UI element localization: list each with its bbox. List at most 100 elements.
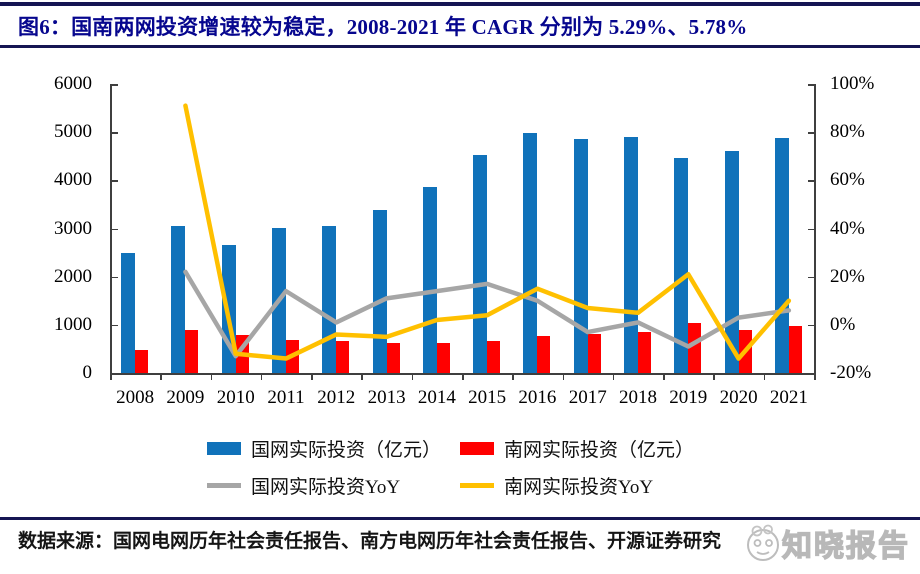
x-axis-label: 2018: [619, 387, 657, 408]
southern-grid-bar: [286, 340, 299, 373]
y-axis-right-tick: [807, 132, 816, 134]
x-axis-label: 2015: [468, 387, 507, 408]
legend-label-southern-grid: 南网实际投资（亿元）: [504, 439, 695, 461]
x-axis-tick: [411, 373, 414, 380]
southern-grid-bar: [738, 330, 752, 373]
watermark-text: 知晓报告: [781, 529, 910, 563]
x-axis-tick: [713, 373, 715, 380]
southern-grid-bar: [436, 342, 450, 373]
y-axis-right-tick: [807, 84, 816, 86]
legend-swatch-southern-grid-yoy: [460, 482, 494, 488]
x-axis-label: 2009: [166, 387, 205, 408]
southern-grid-bar: [537, 336, 551, 373]
y-axis-left-tick: [110, 276, 118, 279]
y-axis-right-label: 0%: [830, 313, 856, 335]
y-axis-right-label: 100%: [830, 73, 875, 94]
y-axis-right-label: 40%: [830, 217, 865, 239]
x-axis-label: 2019: [669, 387, 708, 408]
y-axis-right-label: -20%: [830, 362, 872, 383]
legend-swatch-state-grid-yoy: [207, 482, 241, 488]
x-axis-tick: [663, 373, 665, 380]
x-axis-label: 2021: [769, 387, 808, 408]
x-axis-tick: [210, 373, 213, 380]
x-axis-tick: [311, 373, 313, 380]
state-grid-bar: [774, 138, 789, 373]
y-axis-left-tick: [110, 324, 118, 327]
x-axis-tick: [814, 373, 816, 380]
y-axis-right-label: 80%: [830, 121, 865, 143]
footer-divider: [0, 517, 920, 520]
x-axis-tick: [562, 373, 565, 380]
watermark: 知晓报告: [744, 521, 910, 565]
y-axis-left-tick: [110, 84, 118, 86]
legend-label-state-grid-yoy: 国网实际投资YoY: [251, 476, 401, 498]
y-axis-left-label: 2000: [54, 265, 92, 287]
legend-item-southern-grid-yoy: 南网实际投资YoY: [460, 474, 654, 498]
legend-swatch-southern-grid: [460, 441, 494, 455]
state-grid-bar: [573, 139, 588, 373]
southern-grid-bar: [386, 343, 400, 373]
x-axis-label: 2013: [367, 387, 406, 408]
state-grid-bar: [221, 245, 236, 373]
x-axis-tick: [160, 373, 162, 380]
y-axis-right-tick: [807, 324, 816, 327]
southern-grid-bar: [688, 323, 702, 373]
southern-grid-bar: [185, 329, 199, 373]
x-axis-label: 2020: [719, 387, 758, 408]
state-grid-bar: [422, 187, 437, 373]
x-axis-tick: [763, 373, 766, 380]
state-grid-bar: [372, 210, 387, 373]
x-axis-tick: [462, 373, 464, 380]
y-axis-right-label: 20%: [830, 265, 865, 287]
legend-label-southern-grid-yoy: 南网实际投资YoY: [504, 476, 654, 498]
southern-grid-bar: [788, 325, 802, 373]
y-axis-left-tick: [110, 180, 118, 182]
y-axis-right-tick: [807, 373, 816, 375]
x-axis-tick: [612, 373, 615, 380]
southern-grid-bar: [235, 334, 249, 373]
title-divider: [0, 45, 920, 48]
owl-logo-icon: [744, 523, 782, 563]
southern-grid-bar: [487, 341, 501, 373]
legend-label-state-grid: 国网实际投资（亿元）: [251, 439, 442, 461]
x-axis-tick: [260, 373, 263, 380]
x-axis-label: 2012: [317, 387, 356, 408]
x-axis-label: 2016: [518, 387, 557, 408]
legend-swatch-state-grid: [207, 441, 241, 455]
legend-item-state-grid: 国网实际投资（亿元）: [207, 437, 442, 461]
x-axis-tick: [512, 373, 514, 380]
state-grid-bar: [473, 155, 488, 373]
y-axis-right-tick: [807, 276, 816, 279]
y-axis-left-label: 6000: [54, 73, 92, 94]
state-grid-bar: [322, 226, 337, 373]
x-axis-label: 2011: [267, 387, 305, 408]
x-axis-label: 2014: [417, 387, 456, 408]
y-axis-right-tick: [807, 228, 816, 230]
x-axis-tick: [110, 373, 112, 380]
y-axis-left-label: 1000: [54, 313, 92, 335]
legend-item-southern-grid: 南网实际投资（亿元）: [460, 437, 695, 461]
y-axis-right-label: 60%: [830, 169, 865, 191]
state-grid-bar: [272, 227, 286, 373]
y-axis-left-tick: [110, 373, 118, 375]
state-grid-bar: [523, 133, 538, 373]
x-axis-label: 2010: [216, 387, 255, 408]
state-grid-bar: [624, 137, 638, 373]
southern-grid-bar: [638, 332, 651, 373]
y-axis-right-tick: [807, 180, 816, 182]
y-axis-left-tick: [110, 228, 118, 230]
x-axis-label: 2017: [568, 387, 607, 408]
y-axis-left-label: 5000: [54, 121, 92, 143]
state-grid-bar: [121, 252, 136, 373]
y-axis-left-label: 3000: [54, 217, 92, 239]
y-axis-left-label: 4000: [54, 169, 92, 191]
southern-grid-bar: [336, 341, 350, 373]
state-grid-bar: [724, 150, 739, 373]
legend-item-state-grid-yoy: 国网实际投资YoY: [207, 474, 401, 498]
x-axis-label: 2008: [116, 387, 155, 408]
top-rule: [0, 2, 920, 6]
x-axis-tick: [361, 373, 363, 380]
southern-grid-bar: [135, 350, 149, 373]
